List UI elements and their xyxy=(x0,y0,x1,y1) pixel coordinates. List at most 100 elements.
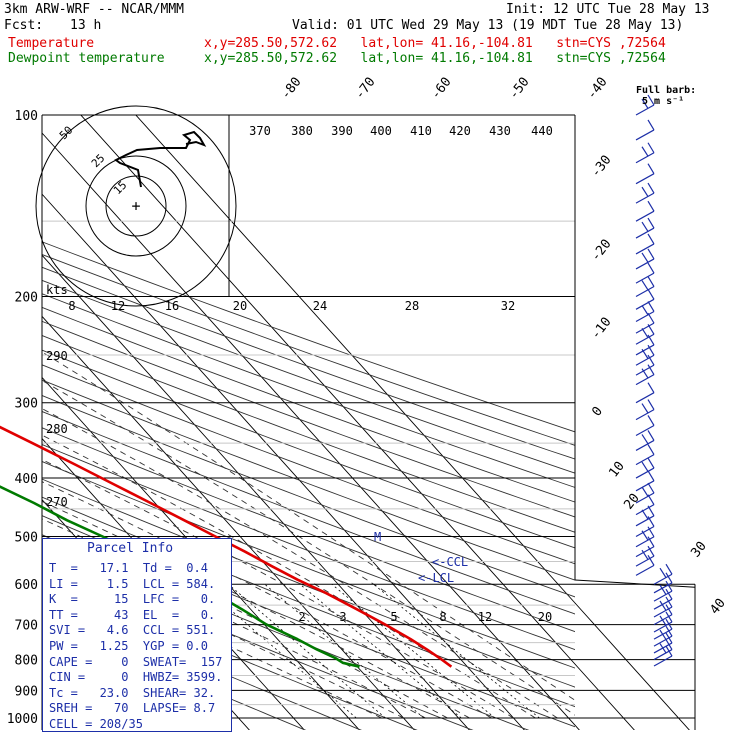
barb-staff xyxy=(635,492,655,504)
sounding-profiles xyxy=(0,425,453,668)
isotherm-line xyxy=(42,376,360,730)
theta-e-label: 410 xyxy=(410,124,432,138)
wind-barb xyxy=(635,233,655,255)
parcel-info-row: SVI = 4.6 CCL = 551. xyxy=(49,623,216,638)
barb-staff xyxy=(635,243,655,255)
theta-e-label: 400 xyxy=(370,124,392,138)
barb-flag xyxy=(641,368,649,379)
dry-adiabat xyxy=(42,410,575,615)
barb-flag xyxy=(641,221,649,232)
barb-staff xyxy=(635,439,655,451)
barb-flag xyxy=(665,632,673,644)
moist-adiabat xyxy=(42,518,448,719)
hodograph-axis-label: 12 xyxy=(111,299,125,313)
barb-flag xyxy=(647,276,655,287)
barb-flag xyxy=(647,415,655,426)
wind-barb xyxy=(653,563,673,585)
wind-barb xyxy=(635,248,655,270)
barb-flag xyxy=(647,382,655,394)
barb-staff xyxy=(635,192,655,204)
isotherm-line xyxy=(42,132,575,726)
isotherm-label: -20 xyxy=(588,237,614,265)
isotherm-label: -80 xyxy=(278,75,304,103)
mixing-ratio-label: 8 xyxy=(439,610,446,624)
wind-barb xyxy=(635,182,655,204)
wind-barb xyxy=(635,430,655,451)
pressure-label: 800 xyxy=(15,654,38,669)
parcel-info-row: CAPE = 0 SWEAT= 157 xyxy=(49,654,223,669)
isotherm-label: -50 xyxy=(506,75,532,103)
isotherm-extension xyxy=(575,602,690,730)
wind-barb xyxy=(635,545,655,567)
barb-flag xyxy=(647,94,655,106)
hodograph-ring xyxy=(85,155,187,257)
wind-barb xyxy=(653,645,673,667)
barb-flag xyxy=(665,639,673,650)
barb-flag xyxy=(665,604,673,615)
hodograph-trace xyxy=(114,130,207,188)
barb-flag xyxy=(647,457,655,469)
mixing-ratio-label: 20 xyxy=(538,610,552,624)
barb-flag xyxy=(647,526,655,538)
barb-staff xyxy=(653,655,673,667)
parcel-info-row: CELL = 208/35 xyxy=(49,717,143,731)
mixing-ratio-line xyxy=(228,583,386,719)
barb-staff xyxy=(635,467,655,479)
isotherm-line xyxy=(42,315,415,730)
dry-adiabat xyxy=(42,320,575,518)
init-time: Init: 12 UTC Tue 28 May 13 xyxy=(506,2,710,17)
dry-adiabat xyxy=(42,595,363,730)
theta-e-label: 430 xyxy=(489,124,511,138)
hodograph-axis-label: 24 xyxy=(313,299,327,313)
wind-barb xyxy=(653,580,673,602)
dry-adiabat xyxy=(42,574,418,730)
barb-flag xyxy=(647,364,655,375)
wind-barb xyxy=(653,625,673,647)
barb-staff xyxy=(635,374,655,386)
isotherm-line xyxy=(42,193,525,730)
barb-staff xyxy=(635,104,655,116)
barb-flag xyxy=(647,494,655,505)
wind-barb xyxy=(653,572,673,594)
theta-e-label: 390 xyxy=(331,124,353,138)
pressure-label: 1000 xyxy=(7,712,38,727)
barb-staff xyxy=(635,392,655,404)
temperature-legend-label: Temperature xyxy=(8,36,95,51)
barb-flag xyxy=(641,252,649,263)
theta-e-label: 420 xyxy=(449,124,471,138)
wind-barb xyxy=(635,364,655,386)
barb-legend-units: 5 m s⁻¹ xyxy=(642,96,684,107)
wind-barb xyxy=(653,618,673,640)
barb-staff xyxy=(635,272,655,284)
wind-barb xyxy=(635,163,655,185)
dewpoint-legend-label: Dewpoint temperature xyxy=(8,51,165,66)
barb-flag xyxy=(647,182,655,194)
wind-barb xyxy=(635,494,655,516)
barb-flag xyxy=(641,461,649,472)
isotherm-label: 0 xyxy=(589,404,606,419)
hodograph-axis-label: 32 xyxy=(501,299,515,313)
barb-staff xyxy=(635,354,655,366)
barb-flag xyxy=(647,323,655,335)
wind-barb xyxy=(635,555,655,576)
barb-flag xyxy=(659,629,667,640)
isotherm-line xyxy=(0,95,32,733)
barb-flag xyxy=(647,312,655,324)
barb-staff xyxy=(635,364,655,376)
hodograph-center: + xyxy=(131,197,140,215)
parcel-info-row: SREH = 70 LAPSE= 8.7 xyxy=(49,701,216,716)
barb-flag xyxy=(647,200,655,212)
wind-barb xyxy=(635,470,655,492)
barb-staff xyxy=(635,285,655,298)
barb-flag xyxy=(647,430,655,441)
wind-barbs: Full barb:5 m s⁻¹ xyxy=(635,85,696,667)
barb-flag xyxy=(659,584,667,595)
forecast-label: Fcst: xyxy=(4,18,44,33)
wind-barb xyxy=(635,415,655,437)
mixing-ratio-label: 5 xyxy=(390,610,397,624)
wind-barb xyxy=(635,288,655,310)
isotherm-line xyxy=(42,254,470,730)
barb-staff xyxy=(635,258,655,270)
moist-adiabat xyxy=(42,534,426,719)
pressure-label: 400 xyxy=(15,472,38,487)
